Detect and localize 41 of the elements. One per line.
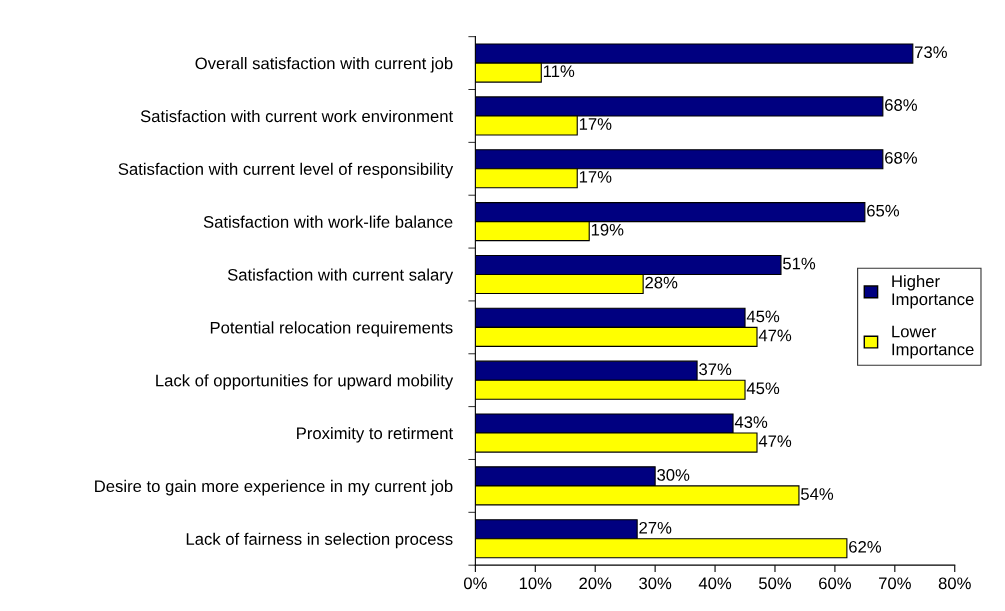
y-tick-label: Desire to gain more experience in my current job: [95, 479, 453, 496]
y-tick-label: Lack of opportunities for upward mobility: [156, 374, 454, 390]
legend-label: Lower Importance: [892, 325, 974, 359]
data-label: 47%: [758, 329, 792, 342]
data-label: 68%: [885, 99, 917, 111]
data-label: 11%: [543, 65, 575, 78]
data-label: 28%: [645, 276, 678, 289]
data-label: 54%: [801, 488, 834, 500]
x-tick-label: 60%: [819, 577, 851, 590]
y-tick-label: Potential relocation requirements: [210, 321, 453, 337]
data-label: 62%: [849, 540, 882, 553]
y-tick-label: Lack of fairness in selection process: [186, 532, 453, 549]
x-tick-label: 50%: [758, 577, 792, 590]
y-tick-label: Overall satisfaction with current job: [195, 57, 453, 73]
data-label: 45%: [746, 382, 780, 395]
data-label: 51%: [783, 257, 816, 270]
x-tick-label: 30%: [639, 577, 672, 590]
x-tick-label: 10%: [519, 577, 552, 590]
x-tick-label: 40%: [698, 577, 732, 590]
x-tick-label: 80%: [938, 577, 971, 590]
data-label: 47%: [758, 435, 792, 447]
data-label: 17%: [579, 118, 612, 130]
data-label: 73%: [915, 46, 947, 59]
data-label: 17%: [579, 171, 612, 183]
y-tick-label: Satisfaction with current salary: [227, 268, 454, 284]
legend-label: Higher Importance: [892, 274, 974, 309]
data-label: 65%: [867, 204, 900, 217]
y-tick-label: Satisfaction with current level of responsibility: [118, 162, 454, 179]
data-label: 43%: [734, 416, 768, 429]
data-label: 27%: [639, 521, 672, 534]
y-tick-label: Proximity to retirment: [297, 427, 454, 443]
data-label: 19%: [591, 223, 624, 236]
data-label: 37%: [699, 363, 732, 376]
y-tick-label: Satisfaction with current work environment: [140, 109, 454, 123]
data-label: 45%: [746, 310, 780, 323]
x-tick-label: 0%: [463, 577, 487, 590]
x-tick-label: 20%: [579, 577, 612, 590]
x-tick-label: 70%: [879, 577, 911, 590]
data-label: 68%: [885, 151, 917, 164]
y-tick-label: Satisfaction with work-life balance: [203, 215, 453, 228]
data-label: 30%: [657, 469, 690, 481]
